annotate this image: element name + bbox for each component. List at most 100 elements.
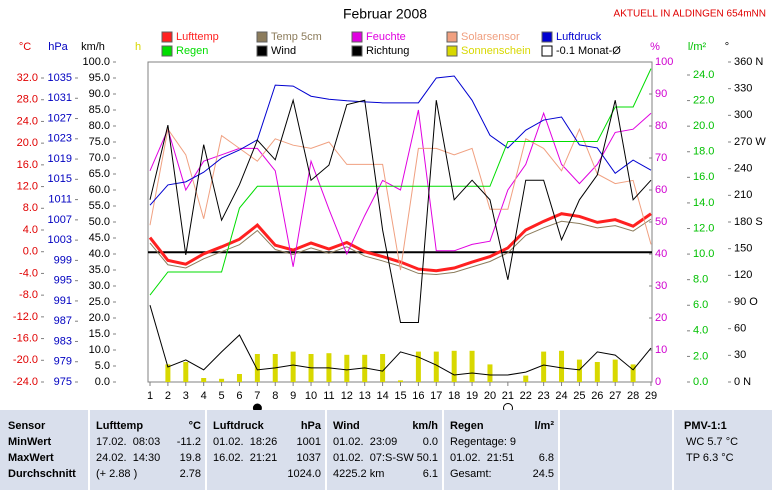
y-tick-label: 70.0 <box>89 152 110 164</box>
y-tick-label: 120 <box>734 269 752 281</box>
sun-bar <box>165 364 171 382</box>
x-tick-label: 8 <box>272 390 278 402</box>
legend-label: Lufttemp <box>176 31 219 43</box>
y-tick-label: 979 <box>54 356 72 368</box>
x-tick-label: 3 <box>183 390 189 402</box>
legend-swatch <box>161 45 173 57</box>
y-tick-label: -16.0 <box>13 332 38 344</box>
x-tick-label: 5 <box>219 390 225 402</box>
x-tick-label: 26 <box>591 390 603 402</box>
x-tick-label: 20 <box>484 390 496 402</box>
y-tick-label: 983 <box>54 335 72 347</box>
station-note: AKTUELL IN ALDINGEN 654mNN <box>614 9 766 20</box>
x-tick-label: 25 <box>573 390 585 402</box>
table-cell: 16.02. 21:21 <box>213 452 278 464</box>
y-tick-label: 80.0 <box>89 120 110 132</box>
table-value: 6.8 <box>538 452 554 464</box>
series-line <box>149 68 652 296</box>
x-tick-label: 14 <box>376 390 388 402</box>
y-tick-label: 1007 <box>48 214 72 226</box>
y-tick-label: 0 N <box>734 376 751 388</box>
y-tick-label: 16.0 <box>17 159 38 171</box>
table-header: Luftdruck <box>213 420 264 432</box>
sun-bar <box>451 350 457 382</box>
table-header: Wind <box>333 420 360 432</box>
y-tick-label: 1031 <box>48 92 72 104</box>
legend-label: Feuchte <box>366 31 406 43</box>
table-row-label: Durchschnitt <box>8 468 76 480</box>
y-tick-label: 45.0 <box>89 232 110 244</box>
plot-frame <box>147 61 653 383</box>
table-value: 50.1 <box>416 452 438 464</box>
table-header: PMV-1:1 <box>684 420 727 432</box>
y-tick-label: 30.0 <box>89 280 110 292</box>
y-tick-label: 180 S <box>734 216 763 228</box>
y-tick-label: 14.0 <box>693 197 714 209</box>
x-tick-label: 23 <box>538 390 550 402</box>
y-tick-label: 999 <box>54 254 72 266</box>
y-tick-label: 95.0 <box>89 72 110 84</box>
axis-title: °C <box>19 41 31 53</box>
y-tick-label: 10 <box>655 344 667 356</box>
y-tick-label: 240 <box>734 163 752 175</box>
y-tick-label: 6.0 <box>693 299 708 311</box>
y-tick-label: 55.0 <box>89 200 110 212</box>
table-cell: TP 6.3 °C <box>686 452 734 464</box>
table-value: -11.2 <box>176 436 201 448</box>
y-tick-label: 20 <box>655 312 667 324</box>
table-unit: l/m² <box>534 420 554 432</box>
legend-label: -0.1 Monat-Ø <box>556 45 621 57</box>
table-cell: 17.02. 08:03 <box>96 436 161 448</box>
y-tick-label: 90 O <box>734 296 758 308</box>
x-tick-label: 19 <box>466 390 478 402</box>
y-tick-label: 991 <box>54 295 72 307</box>
sun-bar <box>219 378 225 382</box>
table-unit: °C <box>188 420 201 432</box>
x-tick-label: 4 <box>201 390 207 402</box>
axis-title: ° <box>725 41 729 53</box>
x-tick-label: 13 <box>359 390 371 402</box>
sun-bar <box>612 359 618 382</box>
legend-swatch <box>161 31 173 43</box>
sun-bar <box>201 378 207 382</box>
y-tick-label: 1015 <box>48 173 72 185</box>
table-value: 2.78 <box>179 468 201 480</box>
table-header: Regen <box>450 420 484 432</box>
x-tick-label: 9 <box>290 390 296 402</box>
series-line <box>149 305 652 376</box>
y-tick-label: 100 <box>655 56 673 68</box>
y-tick-label: 22.0 <box>693 94 714 106</box>
sun-bar <box>183 362 189 382</box>
y-tick-label: 100.0 <box>82 56 110 68</box>
y-tick-label: 60 <box>734 323 746 335</box>
table-value: 1037 <box>296 452 321 464</box>
y-tick-label: 270 W <box>734 136 766 148</box>
y-tick-label: 0.0 <box>693 376 708 388</box>
y-tick-label: 50 <box>655 216 667 228</box>
y-tick-label: 987 <box>54 315 72 327</box>
legend-swatch <box>541 31 553 43</box>
table-cell: (+ 2.88 ) <box>96 468 138 480</box>
legend-swatch <box>351 45 363 57</box>
table-cell: 24.02. 14:30 <box>96 452 161 464</box>
x-tick-label: 11 <box>323 390 334 402</box>
table-column: Luftdruck hPa 01.02. 18:26 1001 16.02. 21:21… <box>205 410 327 490</box>
axis-title: l/m² <box>688 41 707 53</box>
legend-swatch <box>446 31 458 43</box>
sun-bar <box>236 374 242 382</box>
y-tick-label: 4.0 <box>693 325 708 337</box>
legend-swatch <box>351 31 363 43</box>
table-column <box>558 410 674 490</box>
y-tick-label: 8.0 <box>23 202 38 214</box>
y-tick-label: 25.0 <box>89 296 110 308</box>
y-tick-label: 20.0 <box>89 312 110 324</box>
y-tick-label: 24.0 <box>17 115 38 127</box>
y-tick-label: 70 <box>655 152 667 164</box>
x-tick-label: 17 <box>430 390 442 402</box>
y-tick-label: 995 <box>54 275 72 287</box>
sun-bar <box>594 362 600 382</box>
y-tick-label: 8.0 <box>693 274 708 286</box>
x-tick-label: 28 <box>627 390 639 402</box>
y-tick-label: 210 <box>734 189 752 201</box>
